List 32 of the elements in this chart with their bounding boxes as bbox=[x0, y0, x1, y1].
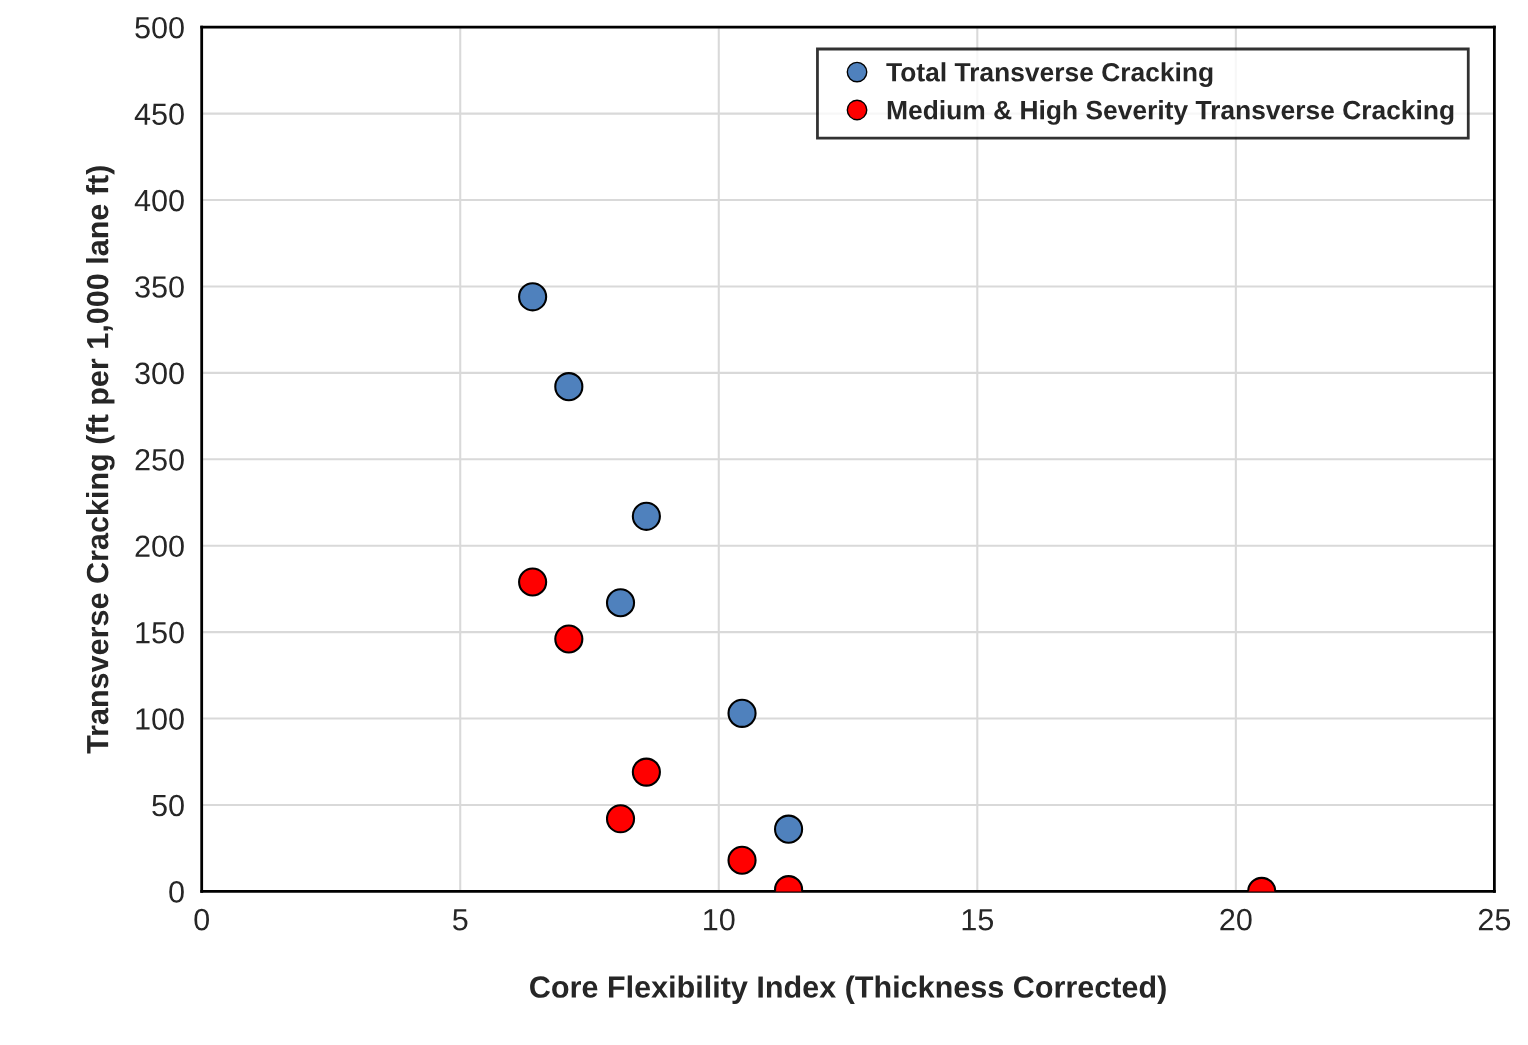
y-axis-title: Transverse Cracking (ft per 1,000 lane ft) bbox=[85, 166, 115, 754]
point bbox=[605, 588, 636, 618]
y-tick-label: 250 bbox=[135, 449, 184, 471]
point bbox=[727, 698, 757, 728]
point bbox=[518, 282, 548, 312]
y-tick-label: 400 bbox=[134, 189, 184, 212]
y-tick-label: 300 bbox=[135, 362, 184, 385]
point bbox=[774, 814, 804, 844]
legend-label: Total Transverse Cracking bbox=[886, 62, 1213, 87]
x-axis-title: Core Flexibility Index (Thickness Corrected) bbox=[530, 975, 1166, 1004]
x-tick-label: 20 bbox=[1220, 908, 1252, 931]
point bbox=[631, 501, 661, 531]
y-tick-label: 100 bbox=[136, 708, 184, 730]
y-tick-label: 350 bbox=[135, 276, 184, 298]
legend-label: Medium & High Severity Transverse Cracking bbox=[887, 100, 1454, 125]
y-tick-label: 0 bbox=[169, 881, 184, 903]
y-tick-label: 200 bbox=[135, 535, 184, 558]
point bbox=[554, 624, 584, 654]
x-tick-label: 5 bbox=[452, 909, 468, 931]
point bbox=[727, 845, 757, 875]
point bbox=[605, 804, 636, 834]
x-tick-label: 15 bbox=[962, 909, 994, 931]
x-tick-label: 10 bbox=[704, 908, 735, 931]
y-tick-label: 450 bbox=[134, 103, 184, 125]
x-tick-label: 25 bbox=[1478, 908, 1511, 931]
x-tick-label: 0 bbox=[194, 908, 209, 931]
y-tick-label: 50 bbox=[152, 794, 184, 817]
point bbox=[631, 757, 661, 787]
point bbox=[554, 372, 584, 402]
y-tick-label: 500 bbox=[135, 16, 184, 39]
point bbox=[518, 567, 548, 597]
y-tick-label: 150 bbox=[136, 621, 184, 644]
